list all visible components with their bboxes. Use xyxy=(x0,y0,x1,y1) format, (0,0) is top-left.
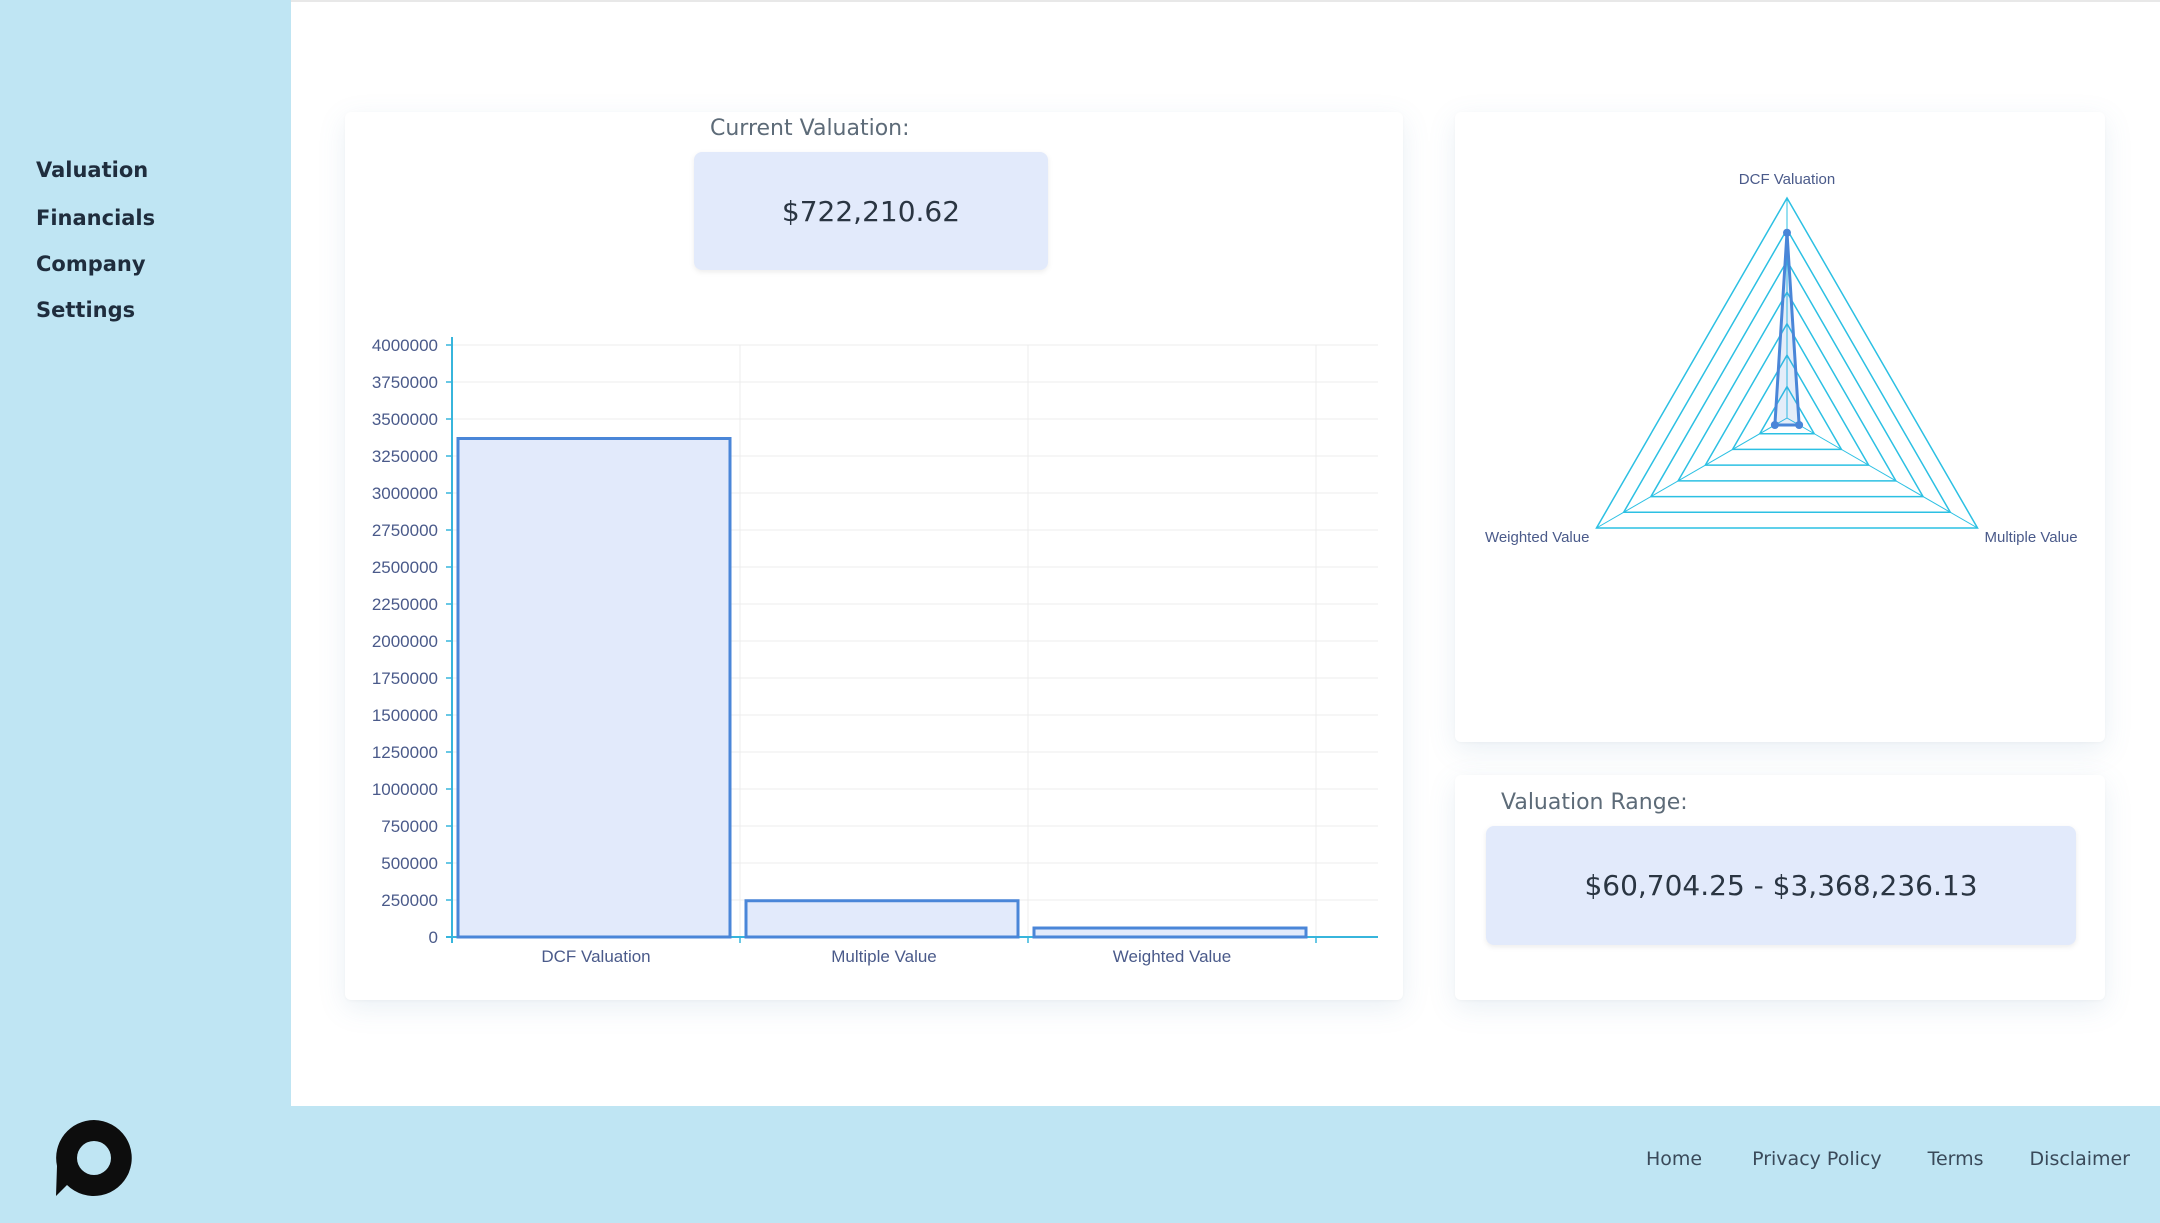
radar-ring xyxy=(1704,322,1870,466)
y-tick-label: 500000 xyxy=(381,854,438,873)
y-tick-label: 250000 xyxy=(381,891,438,910)
radar-axis-label: DCF Valuation xyxy=(1739,171,1835,188)
x-tick-label: DCF Valuation xyxy=(541,947,650,966)
y-tick-label: 3000000 xyxy=(372,484,438,503)
radar-spoke xyxy=(1596,417,1788,529)
footer-link-home[interactable]: Home xyxy=(1645,1148,1703,1170)
footer xyxy=(0,1106,2160,1223)
radar-series xyxy=(1773,232,1801,427)
y-tick-label: 4000000 xyxy=(372,336,438,355)
sidebar-item-financials[interactable]: Financials xyxy=(36,206,156,230)
radar-ring xyxy=(1622,227,1952,514)
bar-1[interactable] xyxy=(744,899,1020,939)
sidebar: Valuation Financials Company Settings xyxy=(0,0,291,1106)
radar-ring xyxy=(1758,385,1816,435)
y-tick-label: 3750000 xyxy=(372,373,438,392)
radar-point-0[interactable] xyxy=(1783,228,1791,237)
y-tick-label: 2000000 xyxy=(372,632,438,651)
radar-chart-card: DCF Valuation Multiple Value Weighted Valu… xyxy=(1455,112,2105,742)
footer-link-terms[interactable]: Terms xyxy=(1927,1148,1984,1170)
y-tick-label: 1750000 xyxy=(372,669,438,688)
radar-chart: DCF Valuation Multiple Value Weighted Valu… xyxy=(1485,171,2078,546)
radar-point-2[interactable] xyxy=(1770,421,1779,429)
radar-axis-label: Multiple Value xyxy=(1985,529,2078,546)
sidebar-item-company[interactable]: Company xyxy=(36,252,146,276)
x-tick-label: Multiple Value xyxy=(831,947,937,966)
footer-link-disclaimer[interactable]: Disclaimer xyxy=(2029,1148,2130,1170)
radar-ring xyxy=(1676,290,1898,482)
valuation-range-label: Valuation Range: xyxy=(1501,790,1688,815)
radar-spoke xyxy=(1786,417,1978,529)
bar-2[interactable] xyxy=(1032,926,1308,939)
bar-0[interactable] xyxy=(456,437,732,939)
y-tick-label: 2750000 xyxy=(372,521,438,540)
y-tick-label: 1000000 xyxy=(372,780,438,799)
y-tick-label: 3500000 xyxy=(372,410,438,429)
y-tick-label: 750000 xyxy=(381,817,438,836)
radar-axis-label: Weighted Value xyxy=(1485,529,1590,546)
valuation-range-card: Valuation Range: $60,704.25 - $3,368,236… xyxy=(1455,775,2105,1000)
y-tick-label: 2500000 xyxy=(372,558,438,577)
sidebar-nav: Valuation Financials Company Settings xyxy=(36,155,155,341)
logo-icon xyxy=(56,1120,132,1196)
top-divider xyxy=(291,0,2160,2)
radar-ring xyxy=(1731,353,1843,451)
sidebar-item-settings[interactable]: Settings xyxy=(36,298,136,322)
y-tick-label: 2250000 xyxy=(372,595,438,614)
y-tick-label: 1500000 xyxy=(372,706,438,725)
valuation-range-value: $60,704.25 - $3,368,236.13 xyxy=(1486,826,2076,945)
y-tick-label: 0 xyxy=(429,928,438,947)
current-valuation-label: Current Valuation: xyxy=(710,116,910,141)
radar-ring xyxy=(1595,196,1979,529)
footer-links: Home Privacy Policy Terms Disclaimer xyxy=(1646,1148,2130,1170)
radar-ring xyxy=(1649,259,1925,498)
bar-chart: 0 250000 500000 750000 1000000 1250000 1500000… xyxy=(372,336,1378,966)
valuation-chart-card: Current Valuation: $722,210.62 0 250000 50… xyxy=(345,112,1403,1000)
x-tick-label: Weighted Value xyxy=(1113,947,1231,966)
radar-point-1[interactable] xyxy=(1795,421,1804,429)
y-tick-label: 1250000 xyxy=(372,743,438,762)
current-valuation-value: $722,210.62 xyxy=(694,152,1048,270)
sidebar-item-valuation[interactable]: Valuation xyxy=(36,158,149,182)
y-tick-label: 3250000 xyxy=(372,447,438,466)
footer-link-privacy-policy[interactable]: Privacy Policy xyxy=(1752,1148,1882,1170)
